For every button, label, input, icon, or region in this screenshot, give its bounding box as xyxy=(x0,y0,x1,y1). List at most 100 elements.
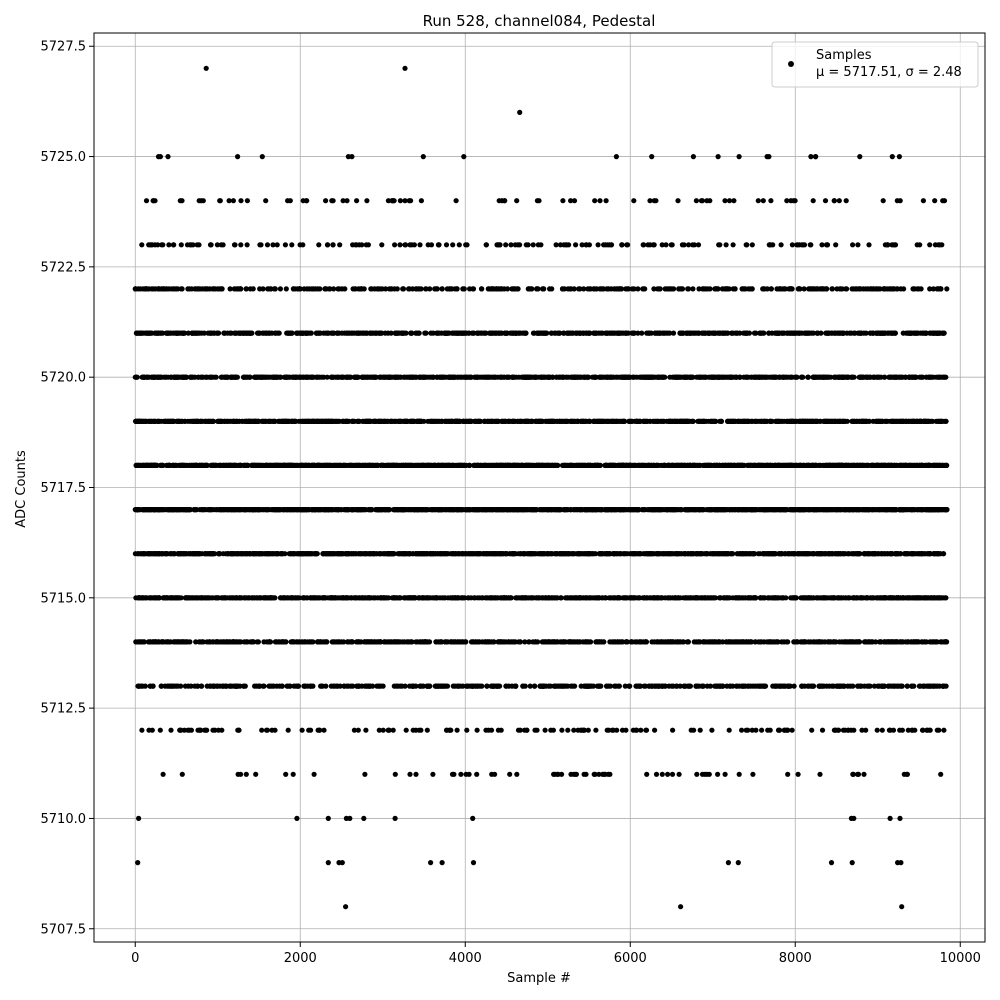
sample-point xyxy=(194,507,200,513)
sample-point xyxy=(676,771,682,777)
sample-point xyxy=(753,595,759,601)
sample-point xyxy=(736,507,742,513)
sample-point xyxy=(652,727,658,733)
sample-point xyxy=(311,771,317,777)
sample-point xyxy=(477,551,483,557)
sample-point xyxy=(520,507,527,513)
sample-point xyxy=(848,639,854,645)
sample-point xyxy=(797,507,803,513)
sample-point xyxy=(367,551,373,557)
sample-point xyxy=(315,727,321,733)
sample-point xyxy=(906,595,913,601)
sample-point xyxy=(183,551,189,557)
sample-point xyxy=(942,639,948,645)
sample-point xyxy=(388,639,394,645)
sample-point xyxy=(309,507,315,513)
sample-point xyxy=(826,639,832,645)
sample-point xyxy=(881,683,887,689)
sample-point xyxy=(448,639,454,645)
sample-point xyxy=(819,727,826,733)
sample-point xyxy=(927,727,933,733)
sample-point xyxy=(726,727,732,733)
sample-point xyxy=(391,551,397,557)
sample-point xyxy=(743,639,749,645)
sample-point xyxy=(216,551,222,557)
sample-point xyxy=(198,595,205,601)
sample-point xyxy=(532,639,538,645)
sample-point xyxy=(685,639,691,645)
sample-point xyxy=(893,595,900,601)
sample-point xyxy=(909,683,915,689)
sample-point xyxy=(460,507,466,513)
sample-point xyxy=(145,639,151,645)
sample-point xyxy=(303,507,309,513)
sample-point xyxy=(737,551,743,557)
sample-point xyxy=(285,727,291,733)
sample-point xyxy=(565,727,571,733)
sample-point xyxy=(644,771,650,777)
sample-point xyxy=(136,551,142,557)
sample-point xyxy=(674,683,680,689)
sample-point xyxy=(909,727,915,733)
sample-point xyxy=(408,639,414,645)
sample-point xyxy=(493,595,499,601)
sample-point xyxy=(309,639,315,645)
sample-point xyxy=(563,683,569,689)
sample-point xyxy=(236,639,242,645)
sample-point xyxy=(581,727,587,733)
sample-point xyxy=(697,727,703,733)
sample-point xyxy=(889,639,895,645)
sample-point xyxy=(439,507,445,513)
sample-point xyxy=(160,771,166,777)
sample-point xyxy=(531,683,538,689)
sample-point xyxy=(333,551,339,557)
sample-point xyxy=(244,639,251,645)
sample-point xyxy=(568,771,574,777)
sample-point xyxy=(700,683,706,689)
sample-point xyxy=(207,683,213,689)
sample-point xyxy=(789,727,795,733)
sample-point xyxy=(477,683,483,689)
sample-point xyxy=(141,551,147,557)
sample-point xyxy=(495,639,501,645)
sample-point xyxy=(211,683,217,689)
sample-point xyxy=(181,727,187,733)
sample-point xyxy=(238,595,244,601)
sample-point xyxy=(441,595,447,601)
sample-point xyxy=(555,683,561,689)
sample-point xyxy=(582,507,588,513)
sample-point xyxy=(834,683,841,689)
sample-point xyxy=(891,683,897,689)
sample-point xyxy=(299,727,305,733)
sample-point xyxy=(321,727,327,733)
sample-point xyxy=(901,771,907,777)
sample-point xyxy=(261,639,267,645)
sample-point xyxy=(254,639,260,645)
sample-point xyxy=(722,771,728,777)
sample-point xyxy=(612,683,618,689)
sample-point xyxy=(430,771,436,777)
sample-point xyxy=(759,639,765,645)
sample-point xyxy=(745,683,752,689)
sample-point xyxy=(263,595,269,601)
sample-point xyxy=(599,639,605,645)
sample-point xyxy=(770,551,776,557)
sample-point xyxy=(853,551,859,557)
sample-point xyxy=(913,551,920,557)
sample-point xyxy=(706,771,712,777)
sample-point xyxy=(514,771,520,777)
sample-point xyxy=(204,639,210,645)
sample-point xyxy=(318,683,324,689)
sample-point xyxy=(760,595,766,601)
sample-point xyxy=(915,639,922,645)
sample-point xyxy=(685,683,691,689)
sample-point xyxy=(413,639,419,645)
sample-point xyxy=(345,639,351,645)
sample-point xyxy=(649,683,656,689)
sample-point xyxy=(554,639,560,645)
sample-point xyxy=(879,727,885,733)
sample-point xyxy=(739,727,745,733)
sample-point xyxy=(779,683,785,689)
sample-point xyxy=(221,595,227,601)
sample-point xyxy=(733,639,739,645)
